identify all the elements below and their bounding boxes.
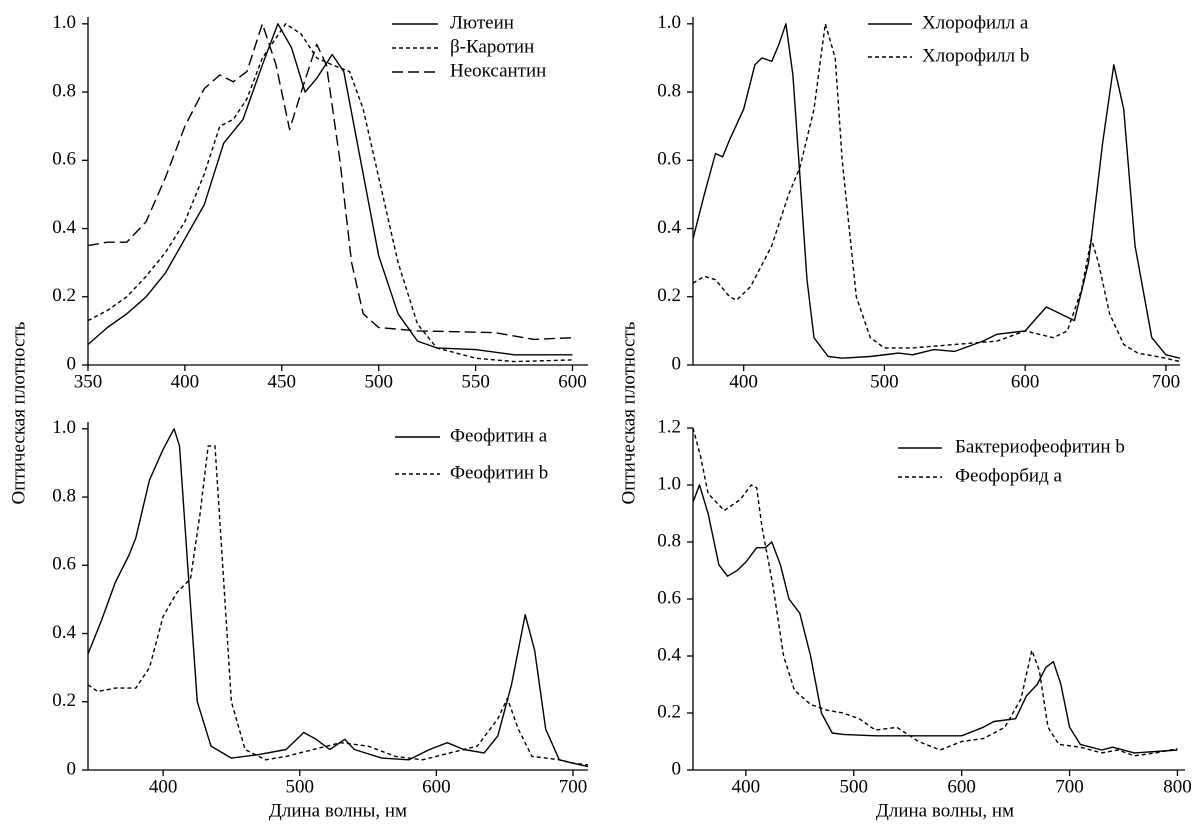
x-tick-label: 700 <box>559 776 588 797</box>
y-tick-label: 1.2 <box>657 416 681 437</box>
data-line <box>693 484 1178 754</box>
y-tick-label: 0.6 <box>52 554 76 575</box>
y-tick-label: 0.8 <box>657 530 681 551</box>
legend-label: Феофитин b <box>450 462 548 483</box>
legend-label: β-Каротин <box>450 36 534 57</box>
y-tick-label: 0 <box>67 758 77 779</box>
legend-label: Бактериофеофитин b <box>955 436 1125 457</box>
y-tick-label: 0.4 <box>52 622 76 643</box>
y-axis-label: Оптическая плотность <box>618 321 639 504</box>
data-line <box>88 428 588 768</box>
x-tick-label: 400 <box>729 371 758 392</box>
y-tick-label: 0.2 <box>657 285 681 306</box>
data-line <box>88 445 588 766</box>
data-line <box>88 23 573 356</box>
x-tick-label: 500 <box>840 776 869 797</box>
x-tick-label: 600 <box>422 776 451 797</box>
x-tick-label: 700 <box>1152 371 1181 392</box>
y-tick-label: 0.6 <box>657 149 681 170</box>
y-tick-label: 0.8 <box>52 80 76 101</box>
x-tick-label: 600 <box>947 776 976 797</box>
y-tick-label: 0.2 <box>52 285 76 306</box>
y-tick-label: 0.4 <box>52 217 76 238</box>
y-tick-label: 0 <box>67 353 77 374</box>
y-tick-label: 0.8 <box>52 485 76 506</box>
legend-label: Феофорбид a <box>955 465 1063 486</box>
y-tick-label: 0.8 <box>657 80 681 101</box>
subplot: 400 500 600 700 0 0.2 0.4 0.6 0.8 1.0 Длина волны,… <box>52 417 588 821</box>
x-tick-label: 500 <box>285 776 314 797</box>
x-tick-label: 800 <box>1163 776 1192 797</box>
x-tick-label: 450 <box>268 371 297 392</box>
y-tick-label: 0.4 <box>657 217 681 238</box>
x-tick-label: 400 <box>149 776 178 797</box>
x-tick-label: 600 <box>558 371 587 392</box>
x-tick-label: 400 <box>732 776 761 797</box>
y-tick-label: 1.0 <box>657 473 681 494</box>
y-tick-label: 1.0 <box>657 12 681 33</box>
y-tick-label: 0.2 <box>52 690 76 711</box>
x-tick-label: 600 <box>1011 371 1040 392</box>
subplot: 350 400 450 500 550 600 0 0.2 0.4 0.6 0.8 1.0 Оптиче… <box>8 12 588 504</box>
legend-label: Хлорофилл b <box>922 45 1029 66</box>
x-tick-label: 500 <box>870 371 899 392</box>
y-tick-label: 0.4 <box>657 644 681 665</box>
x-tick-label: 700 <box>1055 776 1084 797</box>
x-tick-label: 550 <box>461 371 490 392</box>
x-tick-label: 350 <box>74 371 103 392</box>
data-line <box>88 23 573 341</box>
y-tick-label: 1.0 <box>52 417 76 438</box>
x-axis-label: Длина волны, нм <box>269 800 407 821</box>
x-axis-label: Длина волны, нм <box>876 800 1014 821</box>
y-tick-label: 0.6 <box>52 149 76 170</box>
x-tick-label: 400 <box>171 371 200 392</box>
legend-label: Лютеин <box>450 12 514 33</box>
y-tick-label: 0 <box>672 758 682 779</box>
legend-label: Феофитин a <box>450 425 548 446</box>
y-tick-label: 0.2 <box>657 701 681 722</box>
y-tick-label: 0.6 <box>657 587 681 608</box>
y-tick-label: 0 <box>672 353 682 374</box>
data-line <box>693 23 1180 363</box>
x-tick-label: 500 <box>364 371 393 392</box>
subplot: 400 500 600 700 0 0.2 0.4 0.6 0.8 1.0 Оптическая п… <box>618 12 1180 504</box>
subplot: 400 500 600 700 800 0 0.2 0.4 0.6 0.8 1.0 1.2 Длина … <box>657 416 1191 821</box>
legend-label: Хлорофилл a <box>922 12 1029 33</box>
y-tick-label: 1.0 <box>52 12 76 33</box>
legend-label: Неоксантин <box>450 60 546 81</box>
data-line <box>88 23 573 363</box>
y-axis-label: Оптическая плотность <box>8 321 29 504</box>
data-line <box>693 23 1180 359</box>
